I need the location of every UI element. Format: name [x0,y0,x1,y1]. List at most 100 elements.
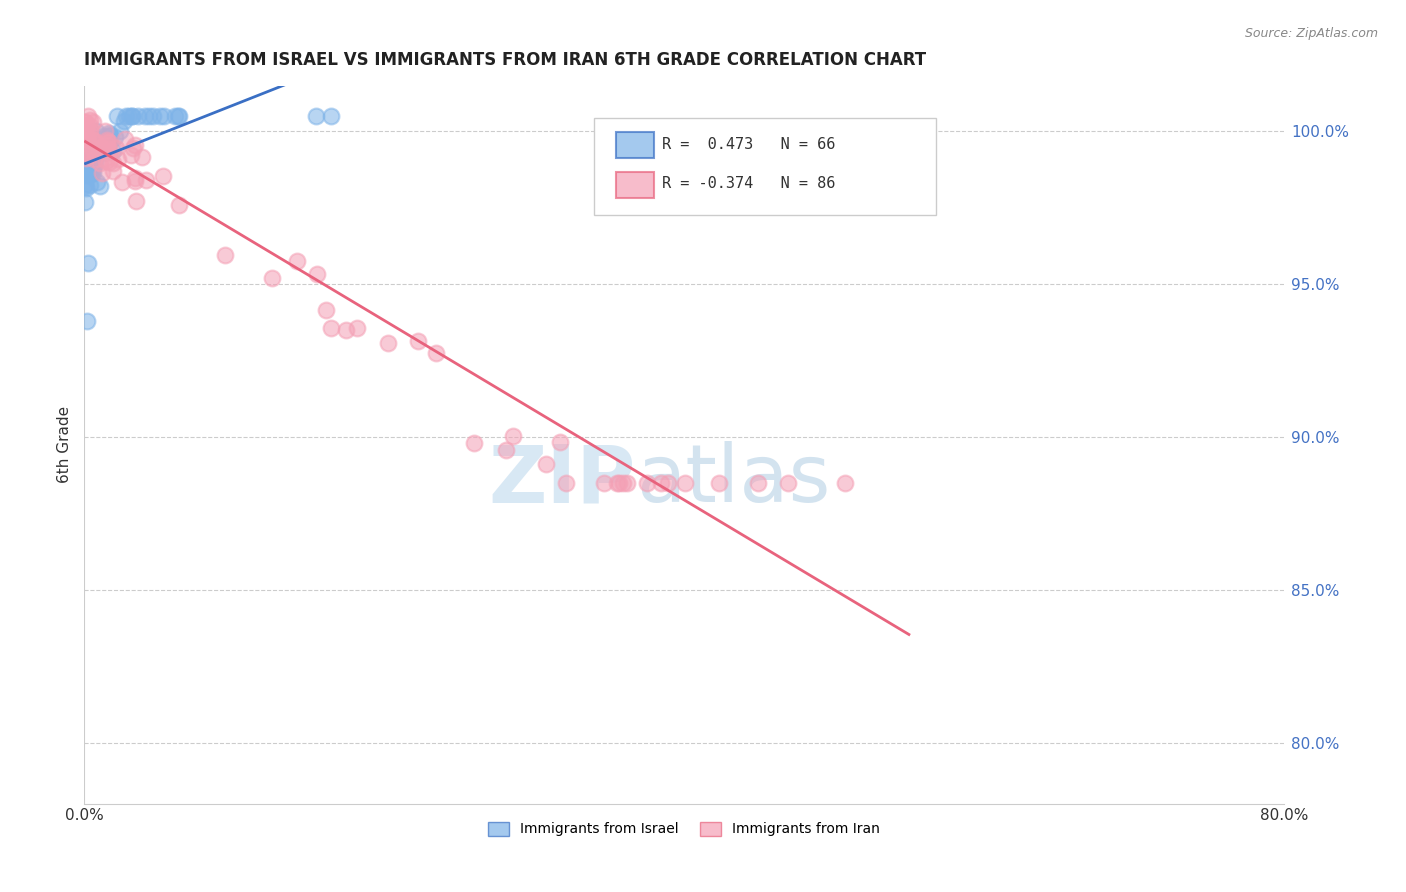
Point [79,123,101,137]
Point [94,139,117,153]
Point [657,475,679,490]
Point [101,164,124,178]
Point [114,109,136,123]
Point [83,153,105,168]
Point [315,303,337,318]
Point [124,171,146,186]
Point [377,336,399,351]
Point [84,124,107,138]
Legend: Immigrants from Israel, Immigrants from Iran: Immigrants from Israel, Immigrants from … [481,814,887,843]
Point [91,166,114,180]
Point [77,154,100,169]
Point [709,475,731,490]
Point [77,109,100,123]
Point [103,144,125,158]
Point [834,475,856,490]
Point [97,133,120,147]
Point [75,177,97,191]
Text: Source: ZipAtlas.com: Source: ZipAtlas.com [1244,27,1378,40]
Point [75,181,97,195]
Point [112,113,135,128]
Text: IMMIGRANTS FROM ISRAEL VS IMMIGRANTS FROM IRAN 6TH GRADE CORRELATION CHART: IMMIGRANTS FROM ISRAEL VS IMMIGRANTS FRO… [84,51,927,69]
Point [98,136,121,150]
Y-axis label: 6th Grade: 6th Grade [58,406,72,483]
Point [76,120,98,134]
Point [122,140,145,154]
Point [153,109,176,123]
Point [121,109,143,123]
Point [76,132,98,146]
Point [606,475,628,490]
Point [90,141,112,155]
Point [131,150,153,164]
Point [76,314,98,328]
Point [105,109,128,123]
Point [104,129,127,144]
Point [82,166,104,180]
Point [75,122,97,136]
Point [75,115,97,129]
Text: ZIP: ZIP [489,442,636,519]
Point [75,132,97,146]
Point [96,141,118,155]
Point [96,135,118,149]
Point [82,115,104,129]
Point [87,143,110,157]
Point [97,145,120,159]
Point [548,434,571,449]
Point [77,146,100,161]
FancyBboxPatch shape [616,171,654,197]
Point [75,153,97,167]
Point [79,148,101,162]
Point [84,134,107,148]
Point [425,345,447,359]
Point [93,138,115,153]
Point [305,109,328,123]
Point [79,119,101,133]
Point [75,151,97,165]
Point [90,139,112,153]
Point [335,323,357,337]
Point [77,256,100,270]
Point [75,195,97,210]
Point [83,146,105,161]
Point [607,475,630,490]
Point [82,159,104,173]
Point [673,475,696,490]
Point [120,148,142,162]
Point [149,109,172,123]
Text: R =  0.473   N = 66: R = 0.473 N = 66 [662,136,835,152]
Point [321,109,343,123]
Point [135,173,157,187]
Point [80,165,103,179]
Point [76,132,98,146]
Text: atlas: atlas [636,442,831,519]
Point [593,475,616,490]
Point [616,475,638,490]
Point [636,475,658,490]
Point [79,178,101,192]
Point [89,145,111,159]
Point [80,131,103,145]
Point [121,109,143,123]
Point [495,442,517,457]
Point [134,109,156,123]
Point [77,153,100,168]
Point [554,475,576,490]
Point [98,154,121,169]
Point [93,144,115,158]
Point [307,267,329,281]
Point [124,138,146,153]
Point [83,158,105,172]
Point [117,109,139,123]
Point [96,153,118,168]
Point [747,475,769,490]
Point [319,321,342,335]
Point [93,128,115,143]
Point [76,166,98,180]
Point [75,168,97,182]
Point [114,131,136,145]
Text: R = -0.374   N = 86: R = -0.374 N = 86 [662,177,835,192]
Point [776,475,799,490]
Point [82,160,104,174]
